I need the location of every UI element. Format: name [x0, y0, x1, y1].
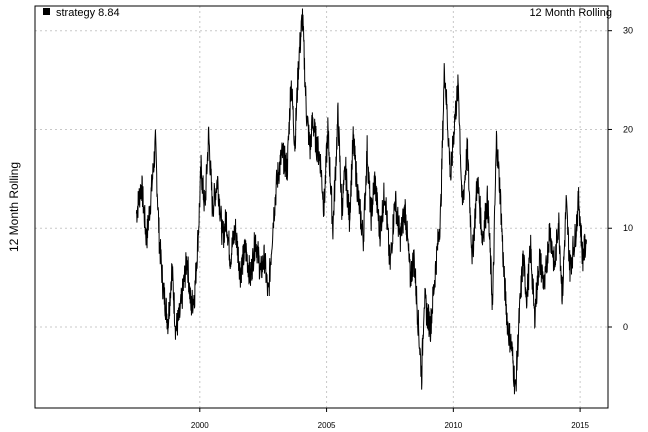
legend-swatch: [43, 8, 50, 15]
x-tick-label: 2010: [444, 421, 462, 430]
y-tick-label: 20: [623, 124, 633, 134]
grid-lines: [35, 6, 608, 408]
legend: strategy 8.84: [43, 7, 120, 19]
y-tick-label: 30: [623, 26, 633, 36]
x-axis: 2000 2005 2010 2015: [191, 408, 590, 430]
x-tick-label: 2015: [571, 421, 589, 430]
plot-frame: [34, 5, 609, 409]
y-tick-label: 10: [623, 223, 633, 233]
y-axis-label: 12 Month Rolling: [7, 162, 21, 252]
x-tick-label: 2005: [318, 421, 336, 430]
chart-title: 12 Month Rolling: [529, 7, 612, 19]
series-line-strategy: [135, 8, 587, 395]
x-tick-label: 2000: [191, 421, 209, 430]
y-tick-label: 0: [623, 322, 628, 332]
y-axis: 0 10 20 30: [608, 26, 633, 332]
series-layer: [135, 8, 587, 395]
legend-entry: strategy 8.84: [56, 7, 120, 19]
